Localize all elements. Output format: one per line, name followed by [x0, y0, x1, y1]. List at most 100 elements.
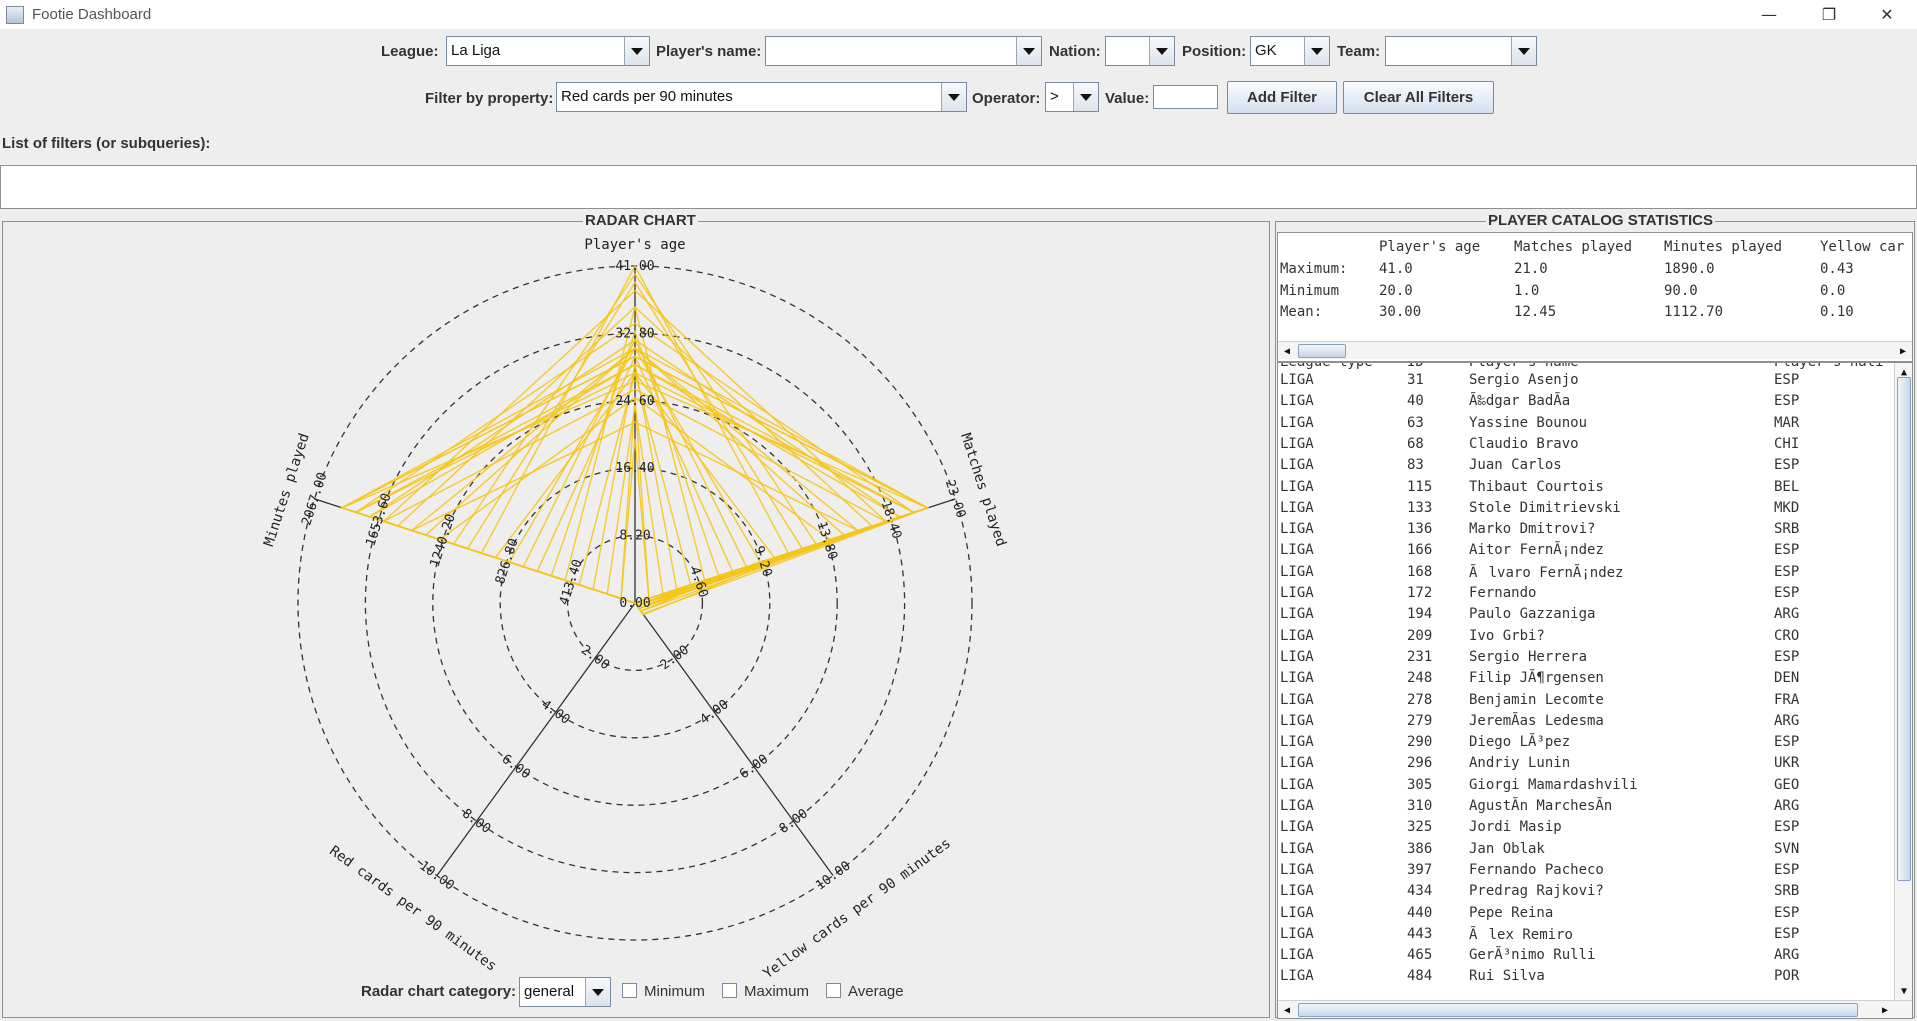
table-row[interactable]: LIGA 465 GerÃ³nimo Rulli ARG [1278, 947, 1898, 967]
table-row[interactable]: LIGA 325 Jordi Masip ESP [1278, 819, 1898, 839]
table-cell: Filip JÃ¶rgensen [1469, 670, 1604, 687]
property-dropdown[interactable]: Red cards per 90 minutes [556, 82, 967, 112]
table-row[interactable]: LIGA 136 Marko Dmitrovi? SRB [1278, 521, 1898, 541]
table-row[interactable]: LIGA 440 Pepe Reina ESP [1278, 905, 1898, 925]
chevron-down-icon[interactable] [624, 37, 649, 65]
table-row[interactable]: LIGA 115 Thibaut Courtois BEL [1278, 479, 1898, 499]
table-row[interactable]: LIGA 434 Predrag Rajkovi? SRB [1278, 883, 1898, 903]
table-cell: Yassine Bounou [1469, 414, 1588, 431]
table-cell: 278 [1407, 691, 1433, 708]
table-cell: LIGA [1280, 904, 1314, 921]
add-filter-button[interactable]: Add Filter [1227, 81, 1337, 114]
table-row[interactable]: LIGA 68 Claudio Bravo CHI [1278, 436, 1898, 456]
table-row[interactable]: LIGA 278 Benjamin Lecomte FRA [1278, 692, 1898, 712]
table-row[interactable]: LIGA 209 Ivo Grbi? CRO [1278, 628, 1898, 648]
clear-all-filters-button[interactable]: Clear All Filters [1343, 81, 1494, 114]
column-header[interactable]: ID [1407, 362, 1424, 370]
maximum-checkbox[interactable] [722, 983, 737, 998]
chevron-down-icon[interactable] [1073, 83, 1098, 111]
java-app-icon [6, 5, 24, 24]
scroll-thumb[interactable] [1298, 344, 1346, 358]
player-list-vertical-scrollbar[interactable]: ▲ ▼ [1894, 363, 1912, 1000]
table-cell: ESP [1774, 904, 1800, 921]
table-row[interactable]: LIGA 279 JeremÃ­as Ledesma ARG [1278, 713, 1898, 733]
table-row[interactable]: LIGA 305 Giorgi Mamardashvili GEO [1278, 777, 1898, 797]
table-row[interactable]: LIGA 168 Ãlvaro FernÃ¡ndez ESP [1278, 564, 1898, 584]
table-row[interactable]: LIGA 194 Paulo Gazzaniga ARG [1278, 606, 1898, 626]
table-cell: LIGA [1280, 563, 1314, 580]
table-cell: 209 [1407, 627, 1433, 644]
radar-category-dropdown[interactable]: general [519, 977, 611, 1007]
radar-tick-label: 2.00 [578, 643, 612, 674]
table-row[interactable]: LIGA 397 Fernando Pacheco ESP [1278, 862, 1898, 882]
minimum-checkbox[interactable] [622, 983, 637, 998]
operator-dropdown[interactable]: > [1045, 82, 1099, 112]
scroll-left-icon[interactable]: ◀ [1283, 345, 1291, 357]
chevron-down-icon[interactable] [1149, 37, 1174, 65]
radar-tick-label: 10.00 [813, 858, 853, 893]
scroll-up-icon[interactable]: ▲ [1900, 366, 1908, 378]
table-cell: Jordi Masip [1469, 819, 1562, 836]
table-row[interactable]: LIGA 31 Sergio Asenjo ESP [1278, 372, 1898, 392]
stats-horizontal-scrollbar[interactable]: ◀ ▶ [1278, 341, 1912, 359]
table-cell: Fernando Pacheco [1469, 861, 1604, 878]
column-header[interactable]: League type [1280, 362, 1373, 370]
scroll-right-icon[interactable]: ▶ [1881, 1004, 1889, 1016]
minimize-button[interactable]: — [1740, 0, 1798, 29]
table-row[interactable]: LIGA 172 Fernando ESP [1278, 585, 1898, 605]
filter-list-area[interactable] [0, 165, 1917, 209]
table-row[interactable]: LIGA 166 Aitor FernÃ¡ndez ESP [1278, 542, 1898, 562]
chevron-down-icon[interactable] [585, 978, 610, 1006]
table-cell: UKR [1774, 755, 1800, 772]
position-value: GK [1255, 42, 1277, 59]
table-row[interactable]: LIGA 386 Jan Oblak SVN [1278, 841, 1898, 861]
scroll-thumb[interactable] [1897, 377, 1911, 881]
table-cell: 386 [1407, 840, 1433, 857]
chevron-down-icon[interactable] [941, 83, 966, 111]
table-row[interactable]: LIGA 296 Andriy Lunin UKR [1278, 755, 1898, 775]
player-list-horizontal-scrollbar[interactable]: ◀ ▶ [1278, 1000, 1912, 1018]
table-cell: AgustÃ­n MarchesÃ­n [1469, 798, 1613, 814]
table-row[interactable]: LIGA 133 Stole Dimitrievski MKD [1278, 500, 1898, 520]
scroll-right-icon[interactable]: ▶ [1899, 345, 1907, 357]
table-row[interactable]: LIGA 63 Yassine Bounou MAR [1278, 415, 1898, 435]
nation-dropdown[interactable] [1105, 36, 1175, 66]
position-dropdown[interactable]: GK [1250, 36, 1330, 66]
scroll-down-icon[interactable]: ▼ [1900, 985, 1908, 997]
radar-series-polygon [410, 347, 860, 607]
table-row[interactable]: LIGA 248 Filip JÃ¶rgensen DEN [1278, 670, 1898, 690]
table-cell: LIGA [1280, 457, 1314, 474]
maximize-button[interactable]: ❐ [1800, 0, 1858, 29]
average-checkbox[interactable] [826, 983, 841, 998]
table-cell: Pepe Reina [1469, 904, 1554, 921]
column-header[interactable]: Player's nati [1774, 362, 1884, 370]
minimum-label: Minimum [644, 983, 705, 1000]
column-header[interactable]: Player's name [1469, 362, 1579, 370]
table-cell: 279 [1407, 712, 1433, 729]
player-name-dropdown[interactable] [765, 36, 1042, 66]
table-cell: LIGA [1280, 798, 1314, 814]
chevron-down-icon[interactable] [1016, 37, 1041, 65]
table-row[interactable]: LIGA 231 Sergio Herrera ESP [1278, 649, 1898, 669]
table-row[interactable]: LIGA 83 Juan Carlos ESP [1278, 457, 1898, 477]
table-cell: Claudio Bravo [1469, 435, 1579, 452]
league-dropdown[interactable]: La Liga [446, 36, 650, 66]
table-row[interactable]: LIGA 484 Rui Silva POR [1278, 968, 1898, 988]
player-list[interactable]: League type ID Player's name Player's nati L… [1277, 362, 1913, 1019]
table-row[interactable]: LIGA 40 Ã‰dgar BadÃ­a ESP [1278, 393, 1898, 413]
team-dropdown[interactable] [1385, 36, 1537, 66]
value-input[interactable] [1153, 85, 1218, 109]
close-button[interactable]: ✕ [1858, 0, 1916, 29]
scroll-thumb[interactable] [1298, 1003, 1858, 1017]
table-cell: Ivo Grbi? [1469, 627, 1545, 644]
scroll-left-icon[interactable]: ◀ [1283, 1004, 1291, 1016]
chevron-down-icon[interactable] [1511, 37, 1536, 65]
stats-header: Matches played [1514, 239, 1633, 255]
league-value: La Liga [451, 42, 501, 59]
table-cell: ESP [1774, 819, 1800, 836]
chevron-down-icon[interactable] [1304, 37, 1329, 65]
table-row[interactable]: LIGA 443 Ãlex Remiro ESP [1278, 926, 1898, 946]
radar-category-value: general [524, 983, 575, 1000]
table-row[interactable]: LIGA 310 AgustÃ­n MarchesÃ­n ARG [1278, 798, 1898, 818]
table-row[interactable]: LIGA 290 Diego LÃ³pez ESP [1278, 734, 1898, 754]
